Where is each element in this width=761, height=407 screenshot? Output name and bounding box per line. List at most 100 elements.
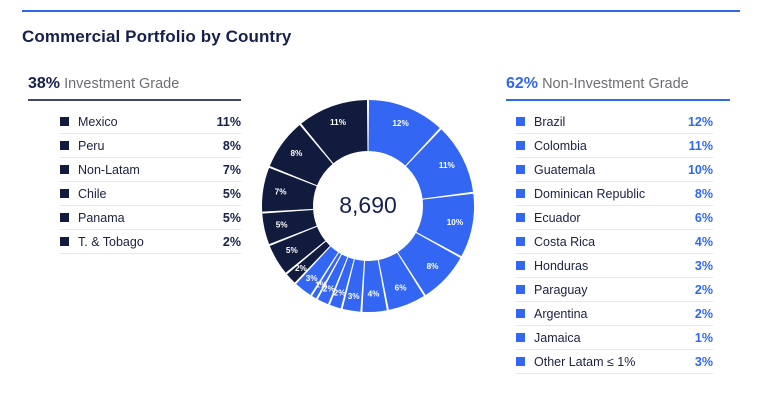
legend-row[interactable]: Argentina 2%	[516, 302, 713, 326]
donut-slice[interactable]	[378, 252, 424, 310]
non-investment-grade-panel: 62% Non-Investment Grade Brazil 12% Colomb…	[506, 76, 730, 374]
donut-slice-label: 11%	[330, 118, 347, 127]
legend-swatch-icon	[516, 357, 525, 366]
legend-country-percent: 5%	[222, 186, 241, 201]
donut-slice[interactable]	[301, 100, 368, 164]
legend-country-name: Non-Latam	[78, 162, 140, 177]
legend-swatch-icon	[60, 213, 69, 222]
legend-country-percent: 1%	[694, 330, 713, 345]
donut-slice[interactable]	[286, 241, 330, 283]
investment-grade-legend-list: Mexico 11% Peru 8% Non-Latam 7% Chile 5% Panama 5…	[60, 110, 241, 254]
legend-country-name: Paraguay	[534, 282, 588, 297]
legend-country-name: Guatemala	[534, 162, 596, 177]
legend-country-name: Peru	[78, 138, 105, 153]
donut-slice-label: 2%	[295, 264, 308, 273]
legend-row[interactable]: Guatemala 10%	[516, 158, 713, 182]
investment-grade-panel: 38% Investment Grade Mexico 11% Peru 8% Non-…	[28, 76, 241, 254]
donut-slice-label: 10%	[447, 218, 464, 227]
legend-swatch-icon	[516, 261, 525, 270]
legend-country-name: Ecuador	[534, 210, 581, 225]
legend-country-name: Argentina	[534, 306, 588, 321]
legend-country-percent: 2%	[694, 306, 713, 321]
donut-slice-label-group: 12%11%10%8%6%4%3%2%2%1%3%2%5%5%7%8%11%	[275, 118, 464, 301]
legend-swatch-icon	[516, 285, 525, 294]
legend-country-percent: 2%	[694, 282, 713, 297]
legend-country-percent: 11%	[216, 114, 241, 129]
donut-slice[interactable]	[329, 257, 354, 309]
donut-slice-label: 2%	[334, 289, 347, 298]
donut-slice[interactable]	[416, 193, 474, 257]
legend-row[interactable]: Brazil 12%	[516, 110, 713, 134]
legend-swatch-icon	[60, 237, 69, 246]
legend-row[interactable]: Peru 8%	[60, 134, 241, 158]
legend-country-percent: 3%	[694, 354, 713, 369]
donut-slice[interactable]	[262, 209, 317, 245]
non-investment-grade-legend-list: Brazil 12% Colombia 11% Guatemala 10% Dominica…	[516, 110, 713, 374]
donut-slice[interactable]	[362, 260, 387, 312]
legend-swatch-icon	[60, 165, 69, 174]
legend-swatch-icon	[516, 309, 525, 318]
donut-slice-group	[262, 100, 474, 312]
donut-slice-label: 7%	[275, 187, 288, 196]
legend-row[interactable]: Mexico 11%	[60, 110, 241, 134]
legend-country-percent: 4%	[694, 234, 713, 249]
legend-country-name: Brazil	[534, 114, 566, 129]
legend-country-percent: 7%	[222, 162, 241, 177]
donut-slice-label: 4%	[368, 290, 381, 299]
investment-grade-percent: 38%	[28, 75, 61, 92]
legend-country-name: Jamaica	[534, 330, 581, 345]
legend-country-name: Dominican Republic	[534, 186, 646, 201]
donut-slice-label: 3%	[306, 274, 319, 283]
legend-country-name: Other Latam ≤ 1%	[534, 354, 636, 369]
legend-row[interactable]: Panama 5%	[60, 206, 241, 230]
legend-country-percent: 8%	[694, 186, 713, 201]
legend-country-percent: 10%	[687, 162, 713, 177]
legend-country-percent: 8%	[222, 138, 241, 153]
legend-country-name: T. & Tobago	[78, 234, 144, 249]
legend-country-name: Colombia	[534, 138, 587, 153]
donut-slice[interactable]	[269, 124, 333, 186]
donut-slice[interactable]	[296, 246, 339, 295]
donut-slice[interactable]	[368, 100, 440, 166]
legend-row[interactable]: Jamaica 1%	[516, 326, 713, 350]
non-investment-grade-label: Non-Investment Grade	[542, 76, 689, 92]
legend-swatch-icon	[516, 237, 525, 246]
legend-swatch-icon	[516, 117, 525, 126]
donut-slice-label: 8%	[427, 262, 440, 271]
legend-row[interactable]: Paraguay 2%	[516, 278, 713, 302]
legend-country-percent: 2%	[222, 234, 241, 249]
legend-swatch-icon	[60, 189, 69, 198]
donut-slice[interactable]	[269, 226, 326, 273]
donut-slice-label: 12%	[392, 119, 409, 128]
non-investment-grade-percent: 62%	[506, 75, 539, 92]
donut-slice-label: 11%	[439, 161, 456, 170]
legend-country-percent: 11%	[688, 138, 713, 153]
legend-row[interactable]: Other Latam ≤ 1% 3%	[516, 350, 713, 374]
legend-row[interactable]: Chile 5%	[60, 182, 241, 206]
donut-slice[interactable]	[406, 129, 474, 199]
donut-slice[interactable]	[397, 232, 461, 295]
legend-row[interactable]: Costa Rica 4%	[516, 230, 713, 254]
donut-slice[interactable]	[312, 252, 342, 299]
legend-country-percent: 6%	[694, 210, 713, 225]
donut-slice[interactable]	[317, 254, 348, 305]
legend-country-percent: 12%	[687, 114, 713, 129]
legend-row[interactable]: Non-Latam 7%	[60, 158, 241, 182]
legend-row[interactable]: Honduras 3%	[516, 254, 713, 278]
page-title: Commercial Portfolio by Country	[22, 27, 292, 46]
legend-row[interactable]: Ecuador 6%	[516, 206, 713, 230]
investment-grade-header: 38% Investment Grade	[28, 75, 241, 93]
header-divider-rule	[22, 10, 740, 12]
legend-swatch-icon	[516, 189, 525, 198]
legend-swatch-icon	[60, 141, 69, 150]
legend-swatch-icon	[60, 117, 69, 126]
legend-row[interactable]: Dominican Republic 8%	[516, 182, 713, 206]
donut-slice-label: 6%	[395, 283, 408, 292]
donut-slice[interactable]	[262, 167, 317, 212]
donut-slice[interactable]	[342, 259, 365, 312]
legend-country-percent: 3%	[694, 258, 713, 273]
legend-row[interactable]: T. & Tobago 2%	[60, 230, 241, 254]
legend-row[interactable]: Colombia 11%	[516, 134, 713, 158]
investment-grade-header-rule	[28, 99, 241, 101]
investment-grade-label: Investment Grade	[64, 76, 180, 92]
